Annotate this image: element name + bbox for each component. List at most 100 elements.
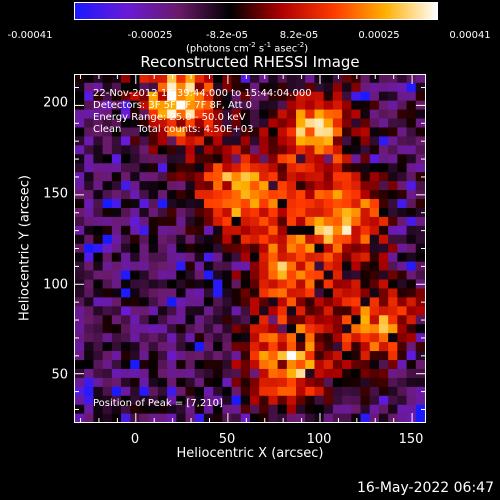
heatmap-cell xyxy=(157,189,168,200)
heatmap-cell xyxy=(222,314,233,325)
heatmap-cell xyxy=(121,243,131,253)
heatmap-cell xyxy=(397,216,408,226)
heatmap-cell xyxy=(111,135,122,146)
heatmap-cell xyxy=(167,404,177,414)
heatmap-cell xyxy=(323,153,334,164)
heatmap-cell xyxy=(351,117,362,128)
heatmap-cell xyxy=(360,108,371,119)
heatmap-cell xyxy=(222,323,233,334)
heatmap-cell xyxy=(332,117,343,128)
heatmap-cell xyxy=(397,162,408,173)
heatmap-cell xyxy=(415,404,425,414)
heatmap-cell xyxy=(148,243,159,253)
heatmap-cell xyxy=(84,171,95,182)
heatmap-cell xyxy=(388,314,398,325)
heatmap-cell xyxy=(277,243,288,253)
heatmap-cell xyxy=(130,377,141,387)
heatmap-cell xyxy=(286,269,297,280)
heatmap-cell xyxy=(406,100,417,110)
heatmap-cell xyxy=(121,269,131,280)
heatmap-cell xyxy=(351,395,362,405)
heatmap-cell xyxy=(148,377,159,387)
heatmap-cell xyxy=(360,180,371,191)
heatmap-cell xyxy=(148,350,159,360)
heatmap-cell xyxy=(305,108,316,119)
heatmap-cell xyxy=(378,269,389,280)
heatmap-cell xyxy=(93,377,104,387)
heatmap-cell xyxy=(250,153,260,164)
heatmap-cell xyxy=(296,180,306,191)
heatmap-cell xyxy=(111,234,122,244)
heatmap-cell xyxy=(332,198,343,208)
heatmap-image xyxy=(75,75,425,422)
heatmap-cell xyxy=(213,269,223,280)
heatmap-cell xyxy=(378,225,389,235)
heatmap-cell xyxy=(342,243,352,253)
heatmap-cell xyxy=(222,225,233,235)
heatmap-cell xyxy=(332,261,343,271)
heatmap-cell xyxy=(84,180,95,191)
heatmap-cell xyxy=(277,341,288,352)
heatmap-cell xyxy=(148,413,159,422)
heatmap-cell xyxy=(250,180,260,191)
heatmap-cell xyxy=(203,162,214,173)
heatmap-cell xyxy=(121,91,131,101)
heatmap-cell xyxy=(231,332,242,343)
heatmap-cell xyxy=(332,332,343,343)
heatmap-cell xyxy=(222,341,233,352)
heatmap-cell xyxy=(296,413,306,422)
heatmap-cell xyxy=(268,269,279,280)
heatmap-cell xyxy=(314,153,325,164)
heatmap-cell xyxy=(259,341,270,352)
heatmap-cell xyxy=(314,91,325,101)
heatmap-cell xyxy=(406,216,417,226)
heatmap-cell xyxy=(102,404,113,414)
heatmap-cell xyxy=(75,296,85,307)
info-clean-counts: Clean Total counts: 4.50E+03 xyxy=(93,124,254,135)
heatmap-cell xyxy=(222,404,233,414)
heatmap-cell xyxy=(323,117,334,128)
heatmap-cell xyxy=(378,216,389,226)
heatmap-cell xyxy=(378,404,389,414)
heatmap-cell xyxy=(397,126,408,137)
heatmap-cell xyxy=(167,108,177,119)
heatmap-cell xyxy=(314,135,325,146)
heatmap-cell xyxy=(75,323,85,334)
heatmap-cell xyxy=(259,395,270,405)
heatmap-cell xyxy=(213,314,223,325)
heatmap-cell xyxy=(250,261,260,271)
heatmap-cell xyxy=(388,144,398,155)
heatmap-cell xyxy=(111,252,122,262)
heatmap-cell xyxy=(185,75,196,83)
heatmap-cell xyxy=(332,153,343,164)
heatmap-cell xyxy=(351,207,362,217)
heatmap-cell xyxy=(167,243,177,253)
heatmap-cell xyxy=(342,368,352,378)
heatmap-cell xyxy=(286,189,297,200)
heatmap-cell xyxy=(332,82,343,92)
heatmap-cell xyxy=(397,198,408,208)
heatmap-cell xyxy=(286,207,297,217)
heatmap-cell xyxy=(250,269,260,280)
heatmap-cell xyxy=(406,117,417,128)
heatmap-cell xyxy=(323,350,334,360)
heatmap-cell xyxy=(93,278,104,289)
heatmap-cell xyxy=(93,261,104,271)
heatmap-cell xyxy=(250,126,260,137)
heatmap-cell xyxy=(111,100,122,110)
heatmap-cell xyxy=(314,296,325,307)
heatmap-cell xyxy=(102,225,113,235)
heatmap-cell xyxy=(185,269,196,280)
heatmap-cell xyxy=(296,234,306,244)
info-detectors: Detectors: 3F 5F 6F 7F 8F, Att 0 xyxy=(93,100,253,111)
heatmap-cell xyxy=(139,413,150,422)
heatmap-cell xyxy=(388,162,398,173)
heatmap-cell xyxy=(388,117,398,128)
heatmap-cell xyxy=(296,269,306,280)
heatmap-cell xyxy=(250,117,260,128)
heatmap-cell xyxy=(102,341,113,352)
heatmap-cell xyxy=(194,153,205,164)
heatmap-cell xyxy=(130,278,141,289)
heatmap-cell xyxy=(406,287,417,298)
heatmap-cell xyxy=(176,377,187,387)
